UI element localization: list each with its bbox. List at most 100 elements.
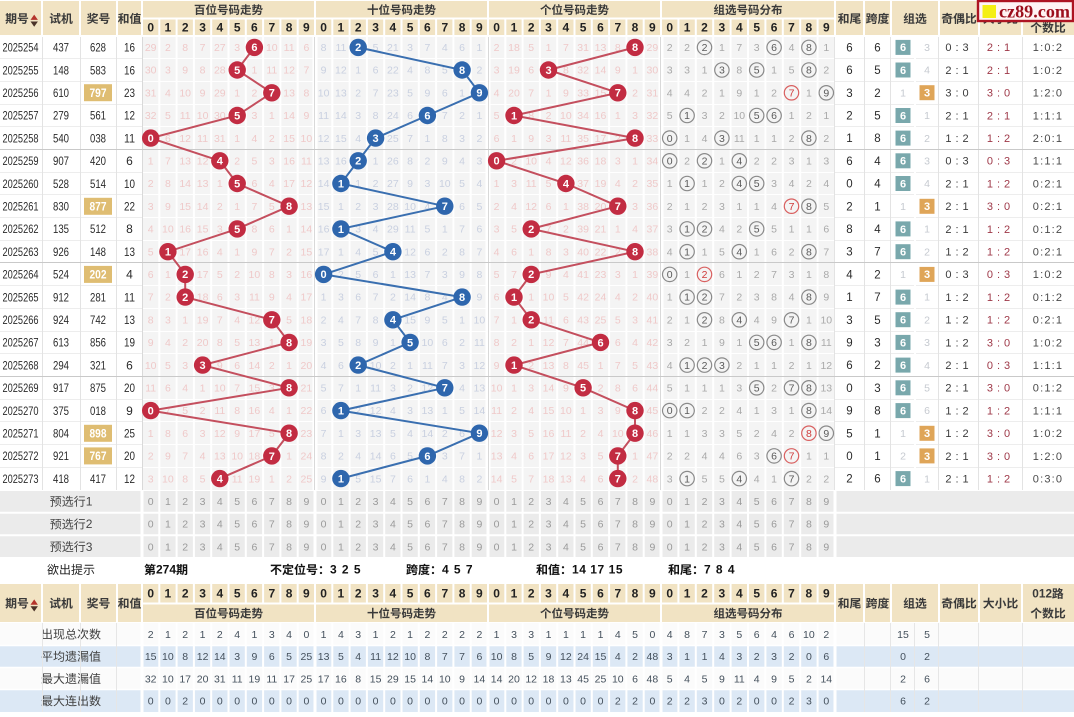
svg-text:5: 5 <box>615 314 621 326</box>
svg-text:0:2:1: 0:2:1 <box>1033 178 1063 190</box>
svg-text:15: 15 <box>249 383 261 395</box>
svg-text:42: 42 <box>647 337 659 349</box>
svg-text:2: 2 <box>823 473 829 485</box>
svg-text:0: 0 <box>667 405 673 417</box>
svg-text:10: 10 <box>370 360 382 372</box>
svg-text:2: 2 <box>390 292 396 304</box>
svg-text:1: 1 <box>234 246 240 258</box>
svg-text:3: 3 <box>719 496 725 508</box>
svg-text:4: 4 <box>390 587 397 601</box>
svg-text:2: 2 <box>390 360 396 372</box>
svg-text:0:3: 0:3 <box>945 42 972 54</box>
svg-text:30: 30 <box>145 65 157 77</box>
svg-text:3: 3 <box>442 451 448 463</box>
svg-text:1: 1 <box>511 360 517 372</box>
svg-text:7: 7 <box>563 337 569 349</box>
svg-text:4: 4 <box>719 451 725 463</box>
svg-text:4: 4 <box>736 541 742 553</box>
svg-text:7: 7 <box>234 383 240 395</box>
svg-text:4: 4 <box>563 519 569 531</box>
svg-text:17: 17 <box>595 133 607 145</box>
svg-text:2: 2 <box>702 269 708 281</box>
svg-text:1: 1 <box>338 21 345 35</box>
svg-text:6: 6 <box>597 337 603 349</box>
svg-text:1: 1 <box>459 87 465 99</box>
svg-text:4: 4 <box>754 473 760 485</box>
svg-text:11: 11 <box>301 156 312 168</box>
svg-text:31: 31 <box>145 87 157 99</box>
svg-text:15: 15 <box>335 133 347 145</box>
svg-text:17: 17 <box>179 673 191 685</box>
svg-text:3: 3 <box>846 315 852 327</box>
svg-text:5: 5 <box>234 519 240 531</box>
svg-text:7: 7 <box>442 519 448 531</box>
svg-text:0: 0 <box>546 696 552 708</box>
svg-text:17: 17 <box>249 428 261 440</box>
svg-text:12: 12 <box>543 337 555 349</box>
svg-text:2: 2 <box>355 519 361 531</box>
svg-text:6: 6 <box>632 673 638 685</box>
svg-text:2: 2 <box>806 110 812 122</box>
svg-text:1: 1 <box>771 65 777 77</box>
svg-text:3: 3 <box>874 383 880 395</box>
svg-text:2: 2 <box>632 178 638 190</box>
svg-text:2:1: 2:1 <box>945 65 972 77</box>
svg-text:20: 20 <box>197 673 209 685</box>
svg-text:1: 1 <box>355 383 361 395</box>
svg-text:2: 2 <box>924 314 930 326</box>
svg-text:1: 1 <box>234 201 240 213</box>
svg-text:10: 10 <box>439 673 451 685</box>
svg-text:875: 875 <box>90 381 106 395</box>
svg-text:135: 135 <box>53 222 69 236</box>
svg-text:10: 10 <box>525 156 537 168</box>
svg-text:3: 3 <box>719 21 726 35</box>
svg-text:13: 13 <box>318 651 330 663</box>
svg-text:3: 3 <box>823 156 829 168</box>
svg-text:4: 4 <box>736 496 742 508</box>
svg-text:14: 14 <box>543 383 555 395</box>
svg-text:2: 2 <box>528 269 534 281</box>
svg-text:1: 1 <box>269 337 275 349</box>
svg-text:6: 6 <box>407 473 413 485</box>
svg-text:8: 8 <box>286 383 292 395</box>
svg-text:12: 12 <box>197 651 209 663</box>
svg-text:6: 6 <box>597 21 604 35</box>
svg-text:1: 1 <box>823 451 829 463</box>
svg-text:5: 5 <box>355 269 361 281</box>
svg-text:3: 3 <box>924 451 930 463</box>
svg-text:6: 6 <box>924 405 930 417</box>
svg-text:4: 4 <box>476 178 482 190</box>
svg-text:2: 2 <box>823 133 829 145</box>
svg-text:4: 4 <box>390 405 396 417</box>
svg-text:9: 9 <box>476 541 482 553</box>
svg-text:5: 5 <box>580 496 586 508</box>
svg-text:1: 1 <box>632 65 638 77</box>
svg-text:1: 1 <box>615 110 621 122</box>
svg-text:2: 2 <box>702 201 708 213</box>
svg-text:4: 4 <box>702 133 708 145</box>
svg-text:2:1: 2:1 <box>945 451 972 463</box>
svg-text:4: 4 <box>251 133 257 145</box>
svg-text:6: 6 <box>459 428 465 440</box>
svg-text:2: 2 <box>789 133 795 145</box>
svg-text:13: 13 <box>491 451 503 463</box>
svg-text:294: 294 <box>53 358 69 372</box>
svg-text:8: 8 <box>684 629 690 641</box>
svg-text:14: 14 <box>491 473 503 485</box>
svg-text:8: 8 <box>615 42 621 54</box>
svg-text:2: 2 <box>924 696 930 708</box>
svg-text:3: 3 <box>632 110 638 122</box>
svg-text:3: 3 <box>924 42 930 54</box>
svg-text:4: 4 <box>874 224 881 236</box>
svg-text:9: 9 <box>476 292 482 304</box>
svg-text:4: 4 <box>924 360 930 372</box>
svg-text:3: 3 <box>251 110 257 122</box>
svg-text:1:2: 1:2 <box>945 428 972 440</box>
svg-text:0: 0 <box>846 451 852 463</box>
svg-text:3: 3 <box>874 338 880 350</box>
svg-text:9: 9 <box>719 337 725 349</box>
svg-text:2: 2 <box>789 246 795 258</box>
svg-text:8: 8 <box>874 133 880 145</box>
svg-text:5: 5 <box>754 65 760 77</box>
svg-text:0: 0 <box>442 696 448 708</box>
